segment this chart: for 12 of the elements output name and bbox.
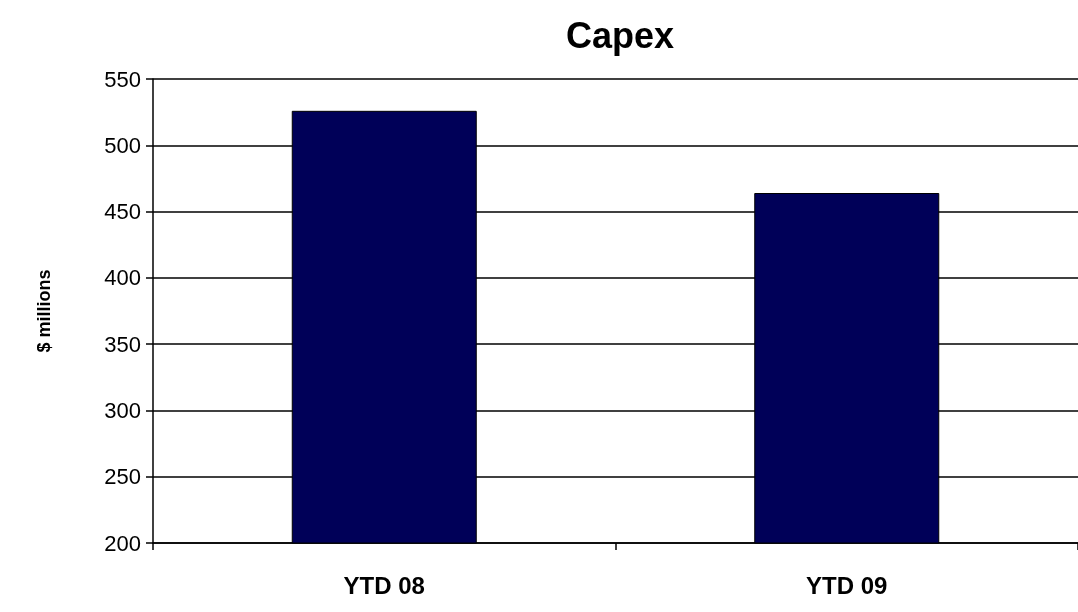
y-tick-label: 550 xyxy=(104,66,141,92)
y-tick-label: 250 xyxy=(104,464,141,490)
x-tick-label: YTD 08 xyxy=(343,571,425,599)
chart-title: Capex xyxy=(565,14,675,56)
x-tick-label: YTD 09 xyxy=(806,571,888,599)
y-tick-label: 300 xyxy=(104,397,141,423)
y-axis-title: $ millions xyxy=(34,269,54,353)
y-tick-label: 500 xyxy=(104,132,141,158)
y-tick-label: 200 xyxy=(104,530,141,556)
y-tick-label: 400 xyxy=(104,265,141,291)
y-tick-label: 450 xyxy=(104,199,141,225)
y-tick-label: 350 xyxy=(104,331,141,357)
